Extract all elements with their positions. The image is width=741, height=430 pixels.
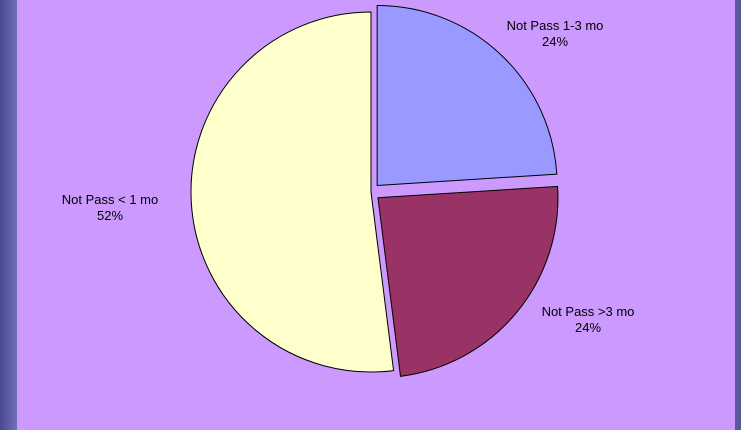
slice-percent-2: 24% <box>575 320 601 335</box>
slice-percent-3: 52% <box>97 208 123 223</box>
slice-label-3: Not Pass < 1 mo <box>62 192 158 207</box>
slide-right-edge <box>735 0 741 430</box>
pie-slice-2 <box>377 185 559 377</box>
pie-slice-1 <box>376 4 558 186</box>
slice-label-1: Not Pass 1-3 mo <box>507 18 604 33</box>
slice-percent-1: 24% <box>542 34 568 49</box>
pie-slice-3 <box>190 11 395 373</box>
slice-label-2: Not Pass >3 mo <box>542 304 635 319</box>
